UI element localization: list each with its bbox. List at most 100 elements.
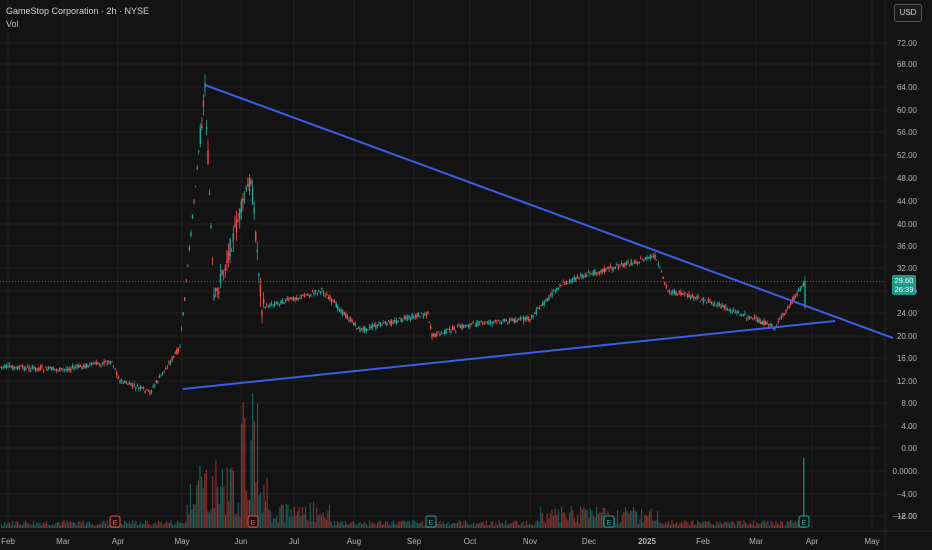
candle-body bbox=[50, 367, 53, 371]
candle-body bbox=[450, 331, 452, 333]
volume-bar bbox=[276, 516, 278, 528]
candle-body bbox=[632, 263, 634, 265]
volume-bar bbox=[151, 525, 153, 528]
candle-body bbox=[782, 313, 784, 316]
candle-body bbox=[413, 316, 415, 319]
volume-bar bbox=[340, 521, 342, 528]
volume-bar bbox=[618, 523, 620, 528]
candle-body bbox=[424, 314, 426, 316]
volume-bar bbox=[138, 524, 140, 528]
candle-body bbox=[4, 364, 6, 368]
volume-bar bbox=[453, 522, 455, 528]
currency-button[interactable]: USD bbox=[894, 4, 922, 22]
candle-body bbox=[237, 220, 239, 222]
volume-bar bbox=[793, 522, 795, 528]
candle-body bbox=[319, 291, 322, 293]
candle-body bbox=[299, 297, 301, 299]
volume-bar bbox=[677, 525, 679, 528]
volume-label[interactable]: Vol bbox=[6, 19, 19, 29]
candle-body bbox=[311, 291, 314, 293]
volume-bar bbox=[137, 525, 139, 528]
candle-body bbox=[521, 317, 523, 319]
volume-bar bbox=[61, 521, 63, 528]
candle-body bbox=[49, 366, 51, 369]
volume-bar bbox=[55, 523, 57, 528]
candle-body bbox=[436, 332, 438, 337]
candle-body bbox=[783, 313, 786, 315]
earnings-marker-box bbox=[425, 515, 437, 528]
candle-body bbox=[28, 367, 30, 370]
volume-bar bbox=[594, 517, 596, 528]
volume-bar bbox=[301, 507, 303, 528]
bar-countdown: 26:39 bbox=[894, 285, 914, 295]
candle-body bbox=[174, 352, 176, 354]
candle-body bbox=[586, 274, 588, 277]
time-axis-tick: May bbox=[864, 537, 879, 546]
candle-body bbox=[758, 319, 760, 322]
candle-body bbox=[461, 325, 463, 329]
volume-bar bbox=[12, 520, 14, 528]
symbol-title[interactable]: GameStop Corporation · 2h · NYSE bbox=[6, 6, 150, 16]
volume-bar bbox=[596, 506, 598, 528]
volume-bar bbox=[514, 520, 516, 528]
candle-body bbox=[81, 366, 83, 369]
volume-bar bbox=[415, 521, 417, 528]
candle-body bbox=[44, 366, 46, 368]
volume-bar bbox=[756, 522, 758, 528]
volume-bar bbox=[133, 523, 135, 528]
candle-body bbox=[534, 313, 536, 314]
volume-bar bbox=[786, 521, 788, 528]
volume-bar bbox=[386, 521, 388, 528]
candle-body bbox=[697, 297, 700, 299]
volume-bar bbox=[561, 506, 563, 528]
candle-body bbox=[779, 317, 781, 319]
volume-bar bbox=[164, 523, 166, 528]
volume-bar bbox=[357, 523, 359, 528]
volume-bar bbox=[205, 469, 207, 528]
volume-bar bbox=[39, 522, 41, 528]
candle-body bbox=[76, 364, 78, 367]
candle-body bbox=[152, 386, 154, 388]
volume-bar bbox=[181, 522, 183, 528]
volume-bar bbox=[359, 522, 361, 528]
earnings-marker-label: E bbox=[250, 518, 255, 527]
candle-body bbox=[390, 320, 393, 325]
time-axis-tick: Mar bbox=[56, 537, 70, 546]
candle-body bbox=[33, 366, 35, 368]
candle-body bbox=[109, 362, 112, 364]
volume-bar bbox=[31, 524, 33, 528]
volume-bar bbox=[572, 510, 574, 528]
volume-bar bbox=[4, 522, 6, 528]
volume-bar bbox=[559, 521, 561, 528]
volume-bar bbox=[553, 516, 555, 528]
volume-bar bbox=[162, 525, 164, 528]
candle-body bbox=[613, 267, 615, 269]
candle-body bbox=[635, 261, 637, 264]
candle-body bbox=[190, 232, 192, 236]
candle-body bbox=[340, 309, 342, 313]
volume-bar bbox=[625, 507, 627, 528]
volume-bar bbox=[717, 524, 719, 528]
volume-bar bbox=[335, 524, 337, 528]
volume-bar bbox=[413, 520, 415, 528]
last-price-value: 29.60 bbox=[894, 276, 914, 286]
earnings-marker: E bbox=[603, 515, 615, 528]
candle-body bbox=[98, 363, 101, 365]
candle-body bbox=[261, 310, 263, 316]
candle-body bbox=[275, 302, 277, 305]
candle-body bbox=[176, 349, 178, 355]
volume-bar bbox=[501, 522, 503, 528]
volume-bar bbox=[202, 487, 204, 528]
candle-body bbox=[570, 279, 572, 283]
candle-body bbox=[696, 296, 698, 300]
time-axis-tick: Feb bbox=[1, 537, 15, 546]
candle-body bbox=[111, 361, 113, 363]
trendline-lower bbox=[182, 320, 836, 390]
volume-bar bbox=[60, 524, 62, 528]
volume-bar bbox=[697, 520, 699, 528]
candle-body bbox=[462, 325, 465, 328]
volume-bar bbox=[461, 525, 463, 528]
volume-bar bbox=[477, 524, 479, 528]
candle-body bbox=[734, 311, 737, 313]
